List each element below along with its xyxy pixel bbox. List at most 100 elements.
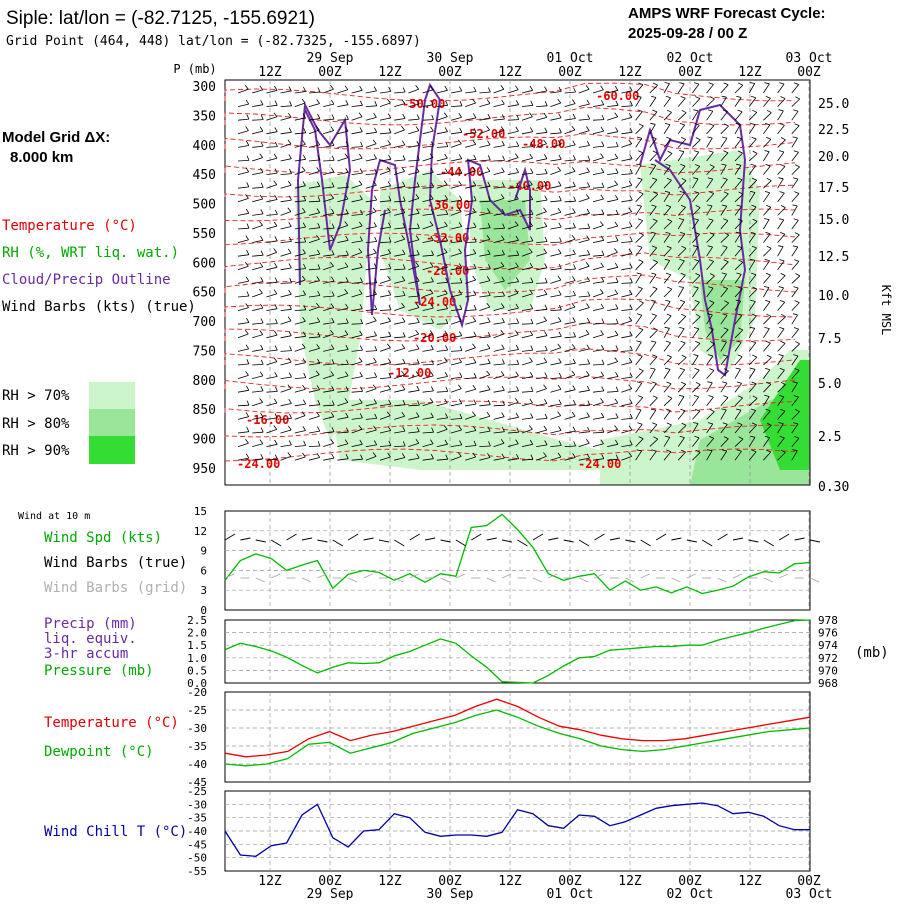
wind-barb-staff — [408, 280, 420, 284]
wind-barb — [592, 344, 605, 352]
wind-barb-flag — [722, 286, 728, 289]
wind-barb — [536, 222, 548, 230]
wind-barb-staff — [550, 158, 562, 162]
wind-barb — [649, 95, 657, 107]
wind-barb-staff — [308, 295, 320, 298]
wind-barb-staff — [337, 213, 349, 216]
wind-barb-flag — [402, 87, 406, 93]
wind-barb-staff — [706, 329, 714, 339]
wind-barb — [493, 85, 505, 94]
wind-barb-staff — [564, 415, 576, 420]
temperature-contour-label: -16.00 — [246, 413, 289, 427]
wind-barb-staff — [677, 274, 686, 284]
wind-panel-frame — [224, 510, 811, 611]
wind-barb — [635, 436, 644, 447]
wind-barb — [649, 245, 658, 257]
wind-barb-flag — [444, 236, 449, 242]
wind-barb — [436, 100, 449, 107]
wind-barb — [635, 259, 644, 271]
wind-barb — [550, 166, 562, 175]
wind-barb — [323, 262, 334, 271]
wind-barb-staff — [663, 315, 672, 325]
wind-barb-flag — [764, 435, 770, 438]
wind-barb — [578, 182, 591, 189]
wind-barb-flag — [317, 196, 321, 202]
wind-barb — [578, 303, 590, 311]
wind-barb-staff — [351, 131, 363, 135]
wind-barb-flag — [615, 100, 619, 106]
temperature-contour-label: -60.00 — [596, 89, 639, 103]
wind-barb — [394, 302, 405, 311]
wind-barb-staff — [748, 437, 756, 447]
wind-barb — [422, 85, 434, 94]
wind-barb-staff — [720, 193, 729, 203]
wind-barb-flag — [429, 221, 434, 226]
wind-barb-flag — [245, 167, 250, 173]
wind-barb-staff — [607, 131, 619, 135]
wind-barb-staff — [635, 370, 644, 379]
wind-barb-staff — [763, 342, 771, 352]
wind-barb-flag — [601, 359, 605, 365]
wind-barb-flag — [260, 209, 264, 215]
wind-barb — [408, 329, 420, 339]
wind-barb — [351, 289, 363, 298]
wind-barb — [536, 195, 548, 203]
wind-barb-staff — [365, 376, 377, 379]
wind-barb-staff — [692, 246, 699, 257]
wind-barb-flag — [387, 426, 392, 431]
wind-barb-staff — [365, 282, 377, 284]
wind-barb-staff — [536, 350, 548, 352]
wind-barb-staff — [564, 159, 576, 162]
wind-barb — [237, 359, 250, 366]
wind-barb-flag — [681, 313, 686, 317]
wind-barb-staff — [465, 268, 477, 271]
wind-barb-staff — [294, 268, 306, 271]
wind-barb-staff — [578, 389, 590, 393]
wind-barb-staff — [323, 103, 334, 107]
wind-barb — [507, 100, 519, 107]
wind-barb-staff — [479, 103, 491, 107]
wind-barb-flag — [345, 277, 349, 282]
wind-barb-flag — [615, 304, 619, 309]
wind-barb — [337, 318, 349, 325]
grid-wind-barb — [271, 573, 281, 579]
pressure-level-label: 800 — [193, 374, 216, 389]
wind-barb-flag — [651, 136, 657, 139]
wind-barb — [351, 277, 363, 284]
wind-barb-staff — [493, 348, 505, 352]
wind-barb-flag — [751, 313, 757, 317]
wind-barb-staff — [266, 172, 278, 175]
wind-barb-flag — [303, 305, 307, 310]
wind-barb-flag — [457, 452, 462, 457]
wind-barb — [607, 100, 619, 107]
wind-barb — [706, 395, 714, 407]
wind-barb — [351, 168, 363, 175]
wind-barb-staff — [422, 266, 434, 271]
wind-barb-flag — [779, 367, 785, 371]
wind-barb — [280, 425, 292, 434]
wind-barb-flag — [273, 398, 278, 404]
wind-barb-flag — [260, 318, 264, 324]
wind-barb-staff — [422, 431, 434, 434]
wind-barb-staff — [252, 119, 264, 121]
wind-barb-staff — [706, 450, 713, 461]
wind-barb — [592, 182, 605, 189]
wind-barb — [791, 204, 798, 216]
wind-barb — [379, 372, 392, 379]
wind-barb — [493, 303, 505, 311]
wind-barb — [564, 317, 576, 325]
wind-barb-staff — [635, 138, 643, 148]
wind-barb-staff — [365, 456, 377, 461]
wind-barb — [521, 153, 533, 162]
wind-barb — [308, 453, 321, 461]
wind-barb-staff — [536, 361, 547, 366]
wind-barb-staff — [252, 292, 263, 298]
wind-barb-flag — [629, 127, 633, 133]
wind-barb-staff — [592, 225, 604, 230]
wind-barb-staff — [493, 212, 505, 216]
wind-barb — [592, 398, 604, 407]
wind-barb — [365, 236, 378, 243]
wind-barb-flag — [401, 99, 406, 104]
wind-barb-flag — [764, 123, 771, 126]
wind-barb-staff — [337, 390, 349, 393]
